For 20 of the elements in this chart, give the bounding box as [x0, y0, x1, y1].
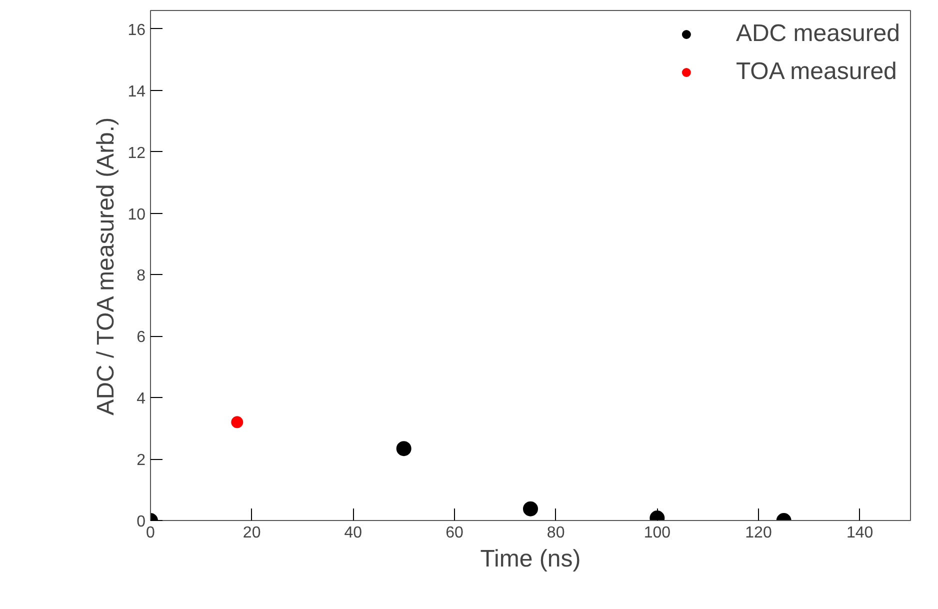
x-tick-label: 20	[242, 524, 261, 542]
x-tick-label: 40	[344, 524, 362, 542]
x-tick-label: 100	[644, 524, 671, 542]
x-tick-label: 120	[745, 524, 772, 542]
y-tick-label: 2	[136, 452, 146, 470]
x-tick-label: 80	[546, 524, 565, 542]
y-tick-label: 16	[128, 22, 146, 39]
x-tick-label: 140	[846, 524, 874, 542]
y-tick-label: 6	[136, 329, 146, 346]
y-tick-label: 12	[128, 144, 146, 162]
legend-label: TOA measured	[736, 58, 897, 86]
x-axis-title: Time (ns)	[480, 546, 581, 572]
y-axis-title: ADC / TOA measured (Arb.)	[92, 117, 120, 416]
y-tick-label: 14	[128, 83, 146, 100]
x-tick-label: 60	[446, 524, 464, 542]
y-tick-label: 10	[128, 206, 146, 224]
legend-label: ADC measured	[736, 20, 900, 48]
y-tick-label: 8	[136, 268, 146, 285]
y-tick-label: 0	[136, 514, 146, 530]
y-tick-label: 4	[136, 390, 146, 408]
